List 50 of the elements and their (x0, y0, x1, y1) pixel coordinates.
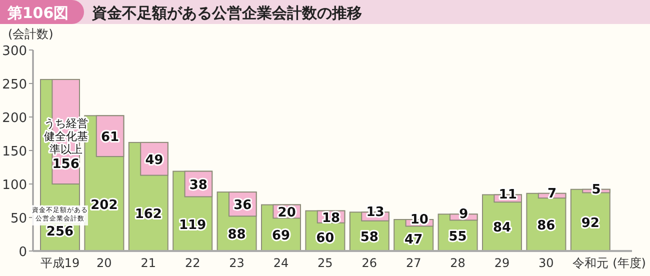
data-label: 162 (134, 207, 162, 222)
y-tick-label: 250 (2, 78, 27, 92)
data-label: 256 (46, 224, 74, 240)
data-label: 18 (322, 210, 340, 226)
y-axis-title: (会計数) (8, 27, 54, 41)
data-label: 11 (498, 188, 517, 203)
data-label: 10 (410, 212, 428, 228)
data-label: 47 (404, 232, 423, 248)
x-axis-title: (年度) (612, 256, 646, 270)
x-tick-label: 24 (273, 256, 289, 270)
y-tick-label: 200 (2, 111, 27, 126)
data-label: 36 (234, 198, 252, 214)
data-label: 13 (366, 205, 384, 220)
y-tick-label: 150 (2, 144, 27, 160)
data-label: 156 (52, 157, 80, 172)
x-tick-label: 22 (184, 256, 200, 270)
x-tick-label: 23 (229, 256, 244, 270)
data-label: 60 (316, 230, 334, 246)
y-tick-label: 0 (18, 245, 27, 260)
x-tick-label: 28 (450, 256, 466, 270)
data-label: 61 (101, 130, 120, 146)
data-label: 7 (548, 186, 557, 202)
x-tick-label: 26 (362, 256, 378, 270)
chart-title: 資金不足額がある公営企業会計数の推移 (91, 4, 362, 22)
data-label: 9 (459, 207, 468, 222)
data-label: 119 (179, 218, 206, 233)
data-label: 5 (592, 182, 601, 198)
y-tick-label: 50 (10, 212, 27, 226)
data-label: 86 (537, 218, 556, 234)
data-label: 69 (272, 228, 290, 244)
x-tick-label: 21 (140, 256, 156, 270)
y-tick-label: 100 (2, 178, 27, 193)
y-tick-label: 300 (2, 44, 27, 59)
data-label: 55 (448, 230, 467, 245)
data-label: 49 (145, 152, 164, 168)
x-tick-label: 25 (318, 256, 333, 270)
x-tick-label: 29 (494, 256, 510, 270)
data-label: 58 (360, 230, 378, 245)
text: 第106図 (6, 4, 69, 22)
x-tick-label: 平成19 (40, 256, 80, 270)
data-label: 84 (492, 220, 512, 236)
data-label: 20 (278, 205, 296, 220)
data-label: 202 (90, 198, 118, 213)
x-tick-label: 30 (538, 256, 554, 270)
x-tick-label: 令和元 (572, 256, 608, 270)
x-tick-label: 20 (96, 256, 112, 270)
x-tick-label: 27 (406, 256, 422, 270)
data-label: 38 (189, 178, 208, 193)
data-label: 92 (581, 216, 600, 231)
data-label: 88 (228, 228, 246, 243)
